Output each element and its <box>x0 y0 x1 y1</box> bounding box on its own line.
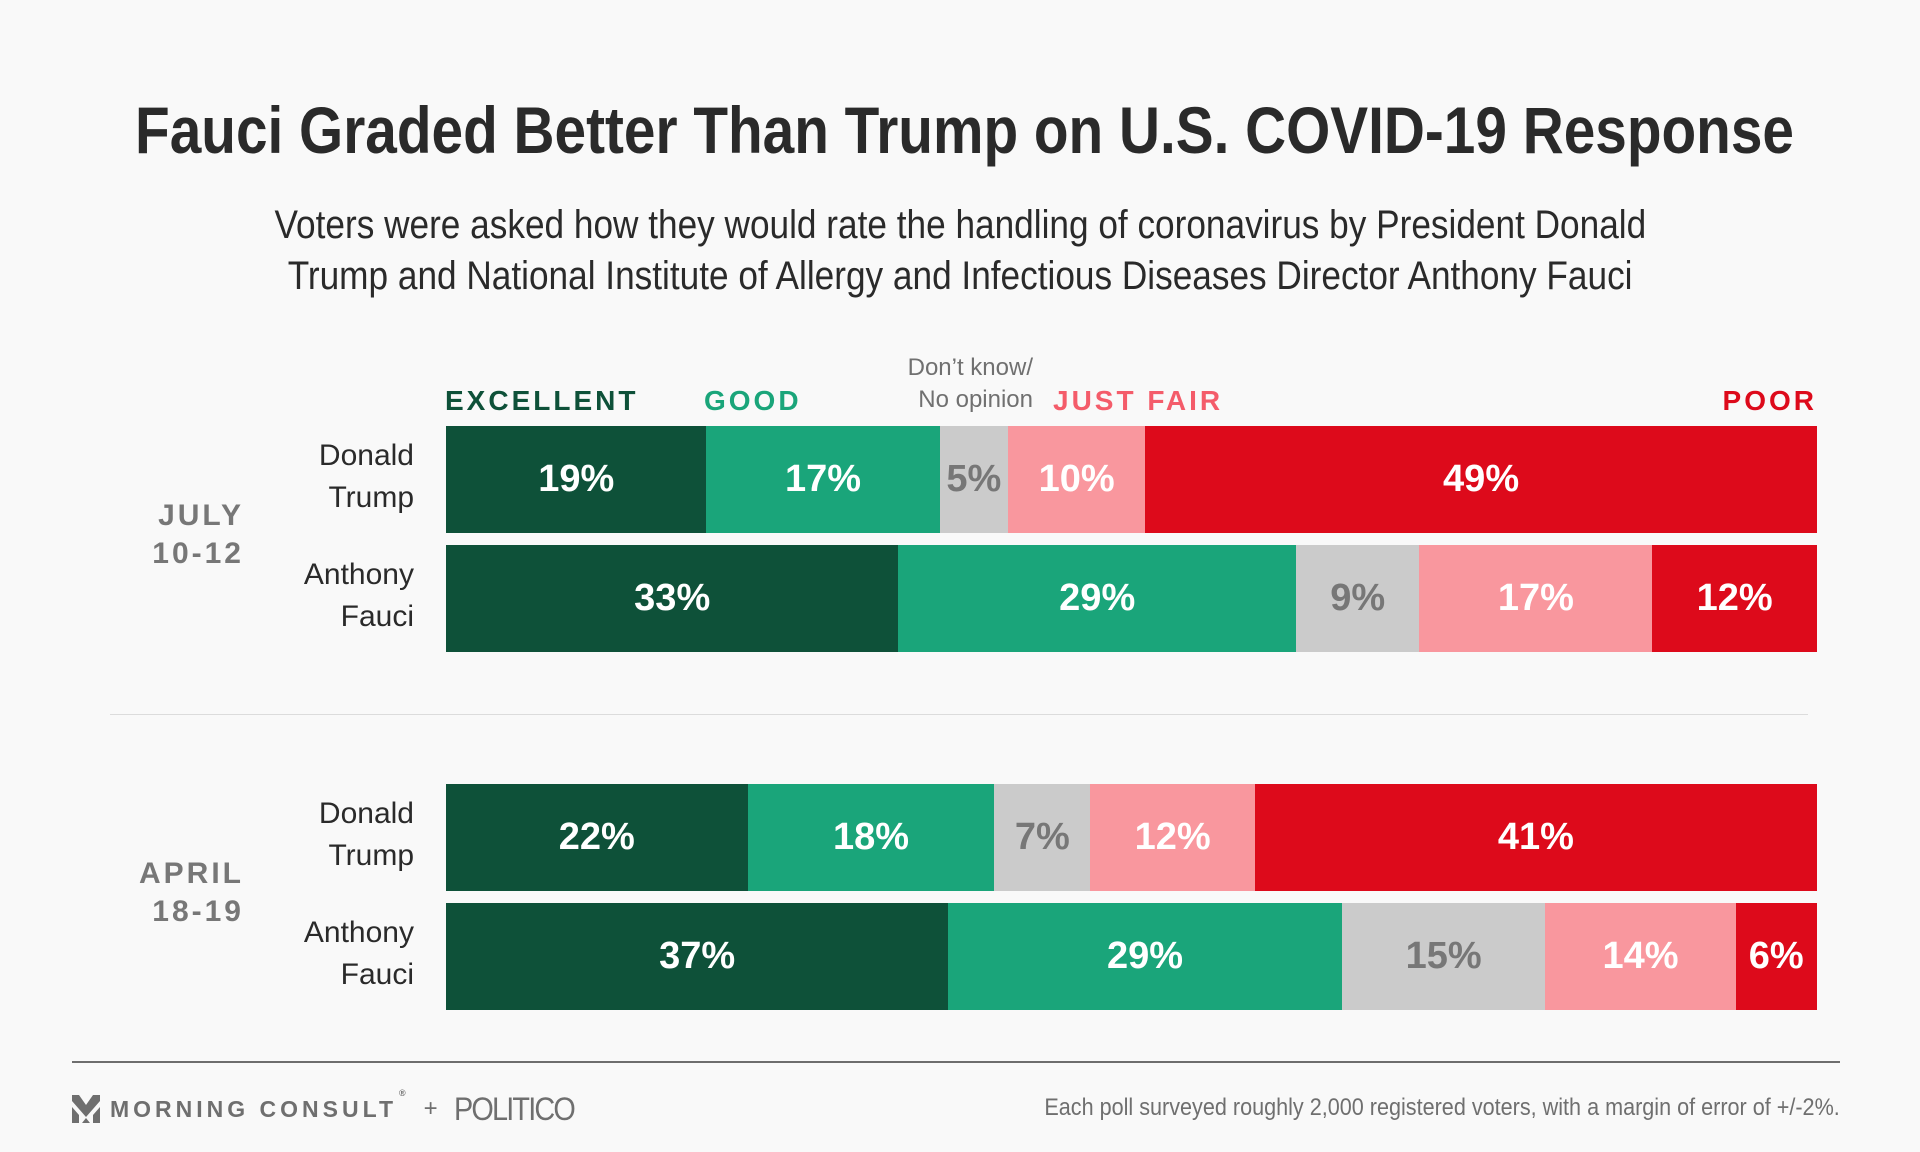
bar-july-fauci: 33% 29% 9% 17% 12% <box>446 545 1817 652</box>
subtitle-line-1: Voters were asked how they would rate th… <box>274 203 1646 247</box>
bar-segment-excellent: 22% <box>446 784 748 891</box>
bar-segment-good: 29% <box>898 545 1296 652</box>
legend-poor: POOR <box>1722 385 1817 416</box>
bar-segment-dont-know: 15% <box>1341 903 1546 1010</box>
brand-name: MORNING CONSULT <box>110 1095 398 1122</box>
group-label-july: JULY 10-12 <box>44 497 244 573</box>
bar-april-trump: 22% 18% 7% 12% 41% <box>446 784 1817 891</box>
group-label-april-line-1: APRIL <box>139 857 244 890</box>
data-label: 18% <box>832 816 910 858</box>
group-label-july-line-2: 10-12 <box>152 537 244 570</box>
legend-dont-know: Don’t know/ No opinion <box>908 352 1033 416</box>
legend-excellent: EXCELLENT <box>445 385 639 416</box>
data-label: 37% <box>659 935 736 977</box>
chart-subtitle: Voters were asked how they would rate th… <box>0 200 1920 302</box>
footer-logos: MORNING CONSULT® + POLITICO <box>72 1088 587 1127</box>
data-label: 29% <box>1107 935 1184 977</box>
bar-segment-dont-know: 9% <box>1296 545 1420 652</box>
bar-segment-just-fair: 12% <box>1090 784 1255 891</box>
bar-segment-good: 29% <box>948 903 1342 1010</box>
legend-dont-know-line-1: Don’t know/ <box>907 354 1033 381</box>
data-label: 12% <box>1134 816 1211 858</box>
bar-segment-poor: 6% <box>1735 903 1817 1010</box>
chart-title-text: Fauci Graded Better Than Trump on U.S. C… <box>135 93 1794 167</box>
row-label-april-fauci: Anthony Fauci <box>174 912 414 996</box>
data-label: 17% <box>784 458 862 500</box>
bar-segment-excellent: 19% <box>446 426 707 533</box>
bar-segment-just-fair: 17% <box>1419 545 1653 652</box>
data-label: 41% <box>1497 816 1574 858</box>
data-label: 19% <box>538 458 615 500</box>
methodology-note: Each poll surveyed roughly 2,000 registe… <box>956 1094 1840 1122</box>
bar-segment-poor: 41% <box>1254 784 1817 891</box>
chart-title: Fauci Graded Better Than Trump on U.S. C… <box>0 92 1920 168</box>
bar-segment-dont-know: 7% <box>994 784 1091 891</box>
legend-dont-know-line-2: No opinion <box>918 386 1033 413</box>
data-label: 14% <box>1602 935 1679 977</box>
row-label-line-2: Fauci <box>340 600 414 633</box>
row-label-july-fauci: Anthony Fauci <box>174 554 414 638</box>
row-label-april-trump: Donald Trump <box>174 793 414 877</box>
group-label-july-line-1: JULY <box>158 499 244 532</box>
legend-just-fair: JUST FAIR <box>1053 385 1224 416</box>
row-label-line-1: Anthony <box>303 916 414 949</box>
data-label: 17% <box>1497 577 1574 619</box>
bar-april-fauci: 37% 29% 15% 14% 6% <box>446 903 1817 1010</box>
methodology-note-text: Each poll surveyed roughly 2,000 registe… <box>1044 1094 1840 1121</box>
subtitle-line-2: Trump and National Institute of Allergy … <box>287 254 1633 298</box>
data-label: 10% <box>1038 458 1115 500</box>
footer-rule <box>72 1061 1840 1063</box>
morning-consult-logo-text: MORNING CONSULT® <box>110 1088 410 1123</box>
bar-segment-just-fair: 14% <box>1545 903 1736 1010</box>
data-label: 49% <box>1443 458 1520 500</box>
data-label: 15% <box>1405 935 1482 977</box>
row-label-line-1: Anthony <box>303 558 414 591</box>
data-label: 5% <box>946 458 1002 500</box>
row-label-july-trump: Donald Trump <box>174 435 414 519</box>
registered-mark: ® <box>399 1087 410 1098</box>
group-label-april: APRIL 18-19 <box>44 855 244 931</box>
bar-segment-good: 18% <box>747 784 995 891</box>
bar-segment-poor: 49% <box>1145 426 1817 533</box>
morning-consult-logo-icon <box>72 1095 100 1123</box>
data-label: 7% <box>1014 816 1070 858</box>
row-label-line-1: Donald <box>318 797 414 830</box>
data-label: 22% <box>558 816 635 858</box>
bar-segment-excellent: 33% <box>446 545 899 652</box>
data-label: 6% <box>1748 935 1804 977</box>
bar-segment-dont-know: 5% <box>939 426 1009 533</box>
row-label-line-2: Trump <box>328 481 414 514</box>
data-label: 9% <box>1330 577 1386 619</box>
data-label: 29% <box>1059 577 1136 619</box>
politico-logo-text: POLITICO <box>453 1090 576 1127</box>
bar-july-trump: 19% 17% 5% 10% 49% <box>446 426 1817 533</box>
row-label-line-1: Donald <box>318 439 414 472</box>
bar-segment-just-fair: 10% <box>1008 426 1146 533</box>
plus-sign: + <box>423 1095 438 1122</box>
row-label-line-2: Fauci <box>340 958 414 991</box>
data-label: 33% <box>634 577 711 619</box>
bar-segment-excellent: 37% <box>446 903 949 1010</box>
section-divider <box>110 714 1808 715</box>
bar-segment-good: 17% <box>706 426 940 533</box>
row-label-line-2: Trump <box>328 839 414 872</box>
data-label: 12% <box>1696 577 1773 619</box>
bar-segment-poor: 12% <box>1652 545 1817 652</box>
legend-good: GOOD <box>704 385 802 416</box>
group-label-april-line-2: 18-19 <box>152 895 244 928</box>
